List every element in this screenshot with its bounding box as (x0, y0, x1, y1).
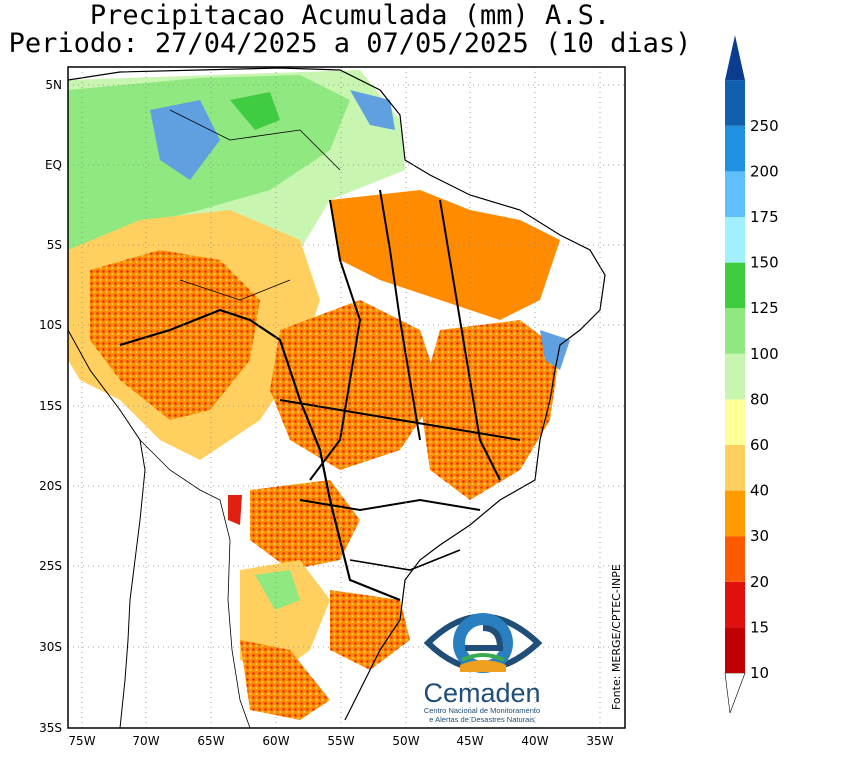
colorbar-segment (725, 536, 745, 582)
map-title: Precipitacao Acumulada (mm) A.S. (89, 0, 611, 31)
colorbar-segment (725, 171, 745, 217)
colorbar-segment (725, 353, 745, 400)
lat-label: 10S (39, 318, 62, 332)
colorbar-upper-end (725, 35, 745, 81)
cemaden-logo: Cemaden Centro Nacional de Monitoramento… (423, 613, 543, 724)
map-grid (68, 67, 625, 728)
eye-icon (423, 613, 543, 673)
lon-label: 55W (327, 734, 354, 748)
lon-label: 60W (262, 734, 289, 748)
lat-label: 35S (39, 721, 62, 735)
lon-label: 35W (586, 734, 613, 748)
colorbar-lower-end (724, 672, 746, 714)
lon-label: 65W (197, 734, 224, 748)
lat-axis: 5N EQ 5S 10S 15S 20S 25S 30S 35S (39, 78, 62, 735)
lat-label: 25S (39, 559, 62, 573)
colorbar-label: 175 (750, 208, 779, 226)
colorbar-segment (725, 399, 745, 445)
colorbar: 10 15 20 30 40 60 80 100 125 150 175 200 250 (724, 35, 779, 714)
lon-axis: 75W 70W 65W 60W 55W 50W 45W 40W 35W (68, 734, 613, 748)
lon-label: 50W (392, 734, 419, 748)
colorbar-label: 200 (750, 162, 779, 180)
colorbar-segment (725, 262, 745, 309)
colorbar-segment (725, 80, 745, 126)
colorbar-segment (725, 308, 745, 354)
logo-subtitle: Centro Nacional de Monitoramento (424, 706, 540, 715)
source-label: Fonte: MERGE/CPTEC-INPE (610, 564, 623, 710)
lon-label: 75W (68, 734, 95, 748)
lon-label: 40W (521, 734, 548, 748)
colorbar-label: 250 (750, 117, 779, 135)
lat-label: 20S (39, 479, 62, 493)
colorbar-segment (725, 125, 745, 172)
logo-subtitle: e Alertas de Desastres Naturais (429, 715, 535, 724)
colorbar-label: 30 (750, 527, 769, 545)
colorbar-label: 125 (750, 299, 779, 317)
colorbar-label: 20 (750, 573, 769, 591)
colorbar-label: 150 (750, 254, 779, 272)
colorbar-label: 40 (750, 482, 769, 500)
lat-label: 30S (39, 640, 62, 654)
colorbar-segment (725, 445, 745, 491)
lon-label: 70W (132, 734, 159, 748)
map-period: Periodo: 27/04/2025 a 07/05/2025 (10 dia… (8, 28, 692, 59)
lat-label: 5S (47, 238, 62, 252)
map-field (68, 67, 625, 728)
colorbar-label: 60 (750, 436, 769, 454)
colorbar-label: 100 (750, 345, 779, 363)
colorbar-segment (725, 581, 745, 628)
colorbar-segment (725, 627, 745, 673)
colorbar-label: 80 (750, 390, 769, 408)
colorbar-segment (725, 217, 745, 263)
map-frame (67, 66, 626, 729)
colorbar-label: 15 (750, 618, 769, 636)
lon-label: 45W (456, 734, 483, 748)
lat-label: EQ (45, 158, 62, 172)
colorbar-segment (725, 490, 745, 537)
colorbar-label: 10 (750, 664, 769, 682)
lat-label: 15S (39, 399, 62, 413)
lat-label: 5N (45, 78, 62, 92)
logo-name: Cemaden (423, 678, 540, 708)
